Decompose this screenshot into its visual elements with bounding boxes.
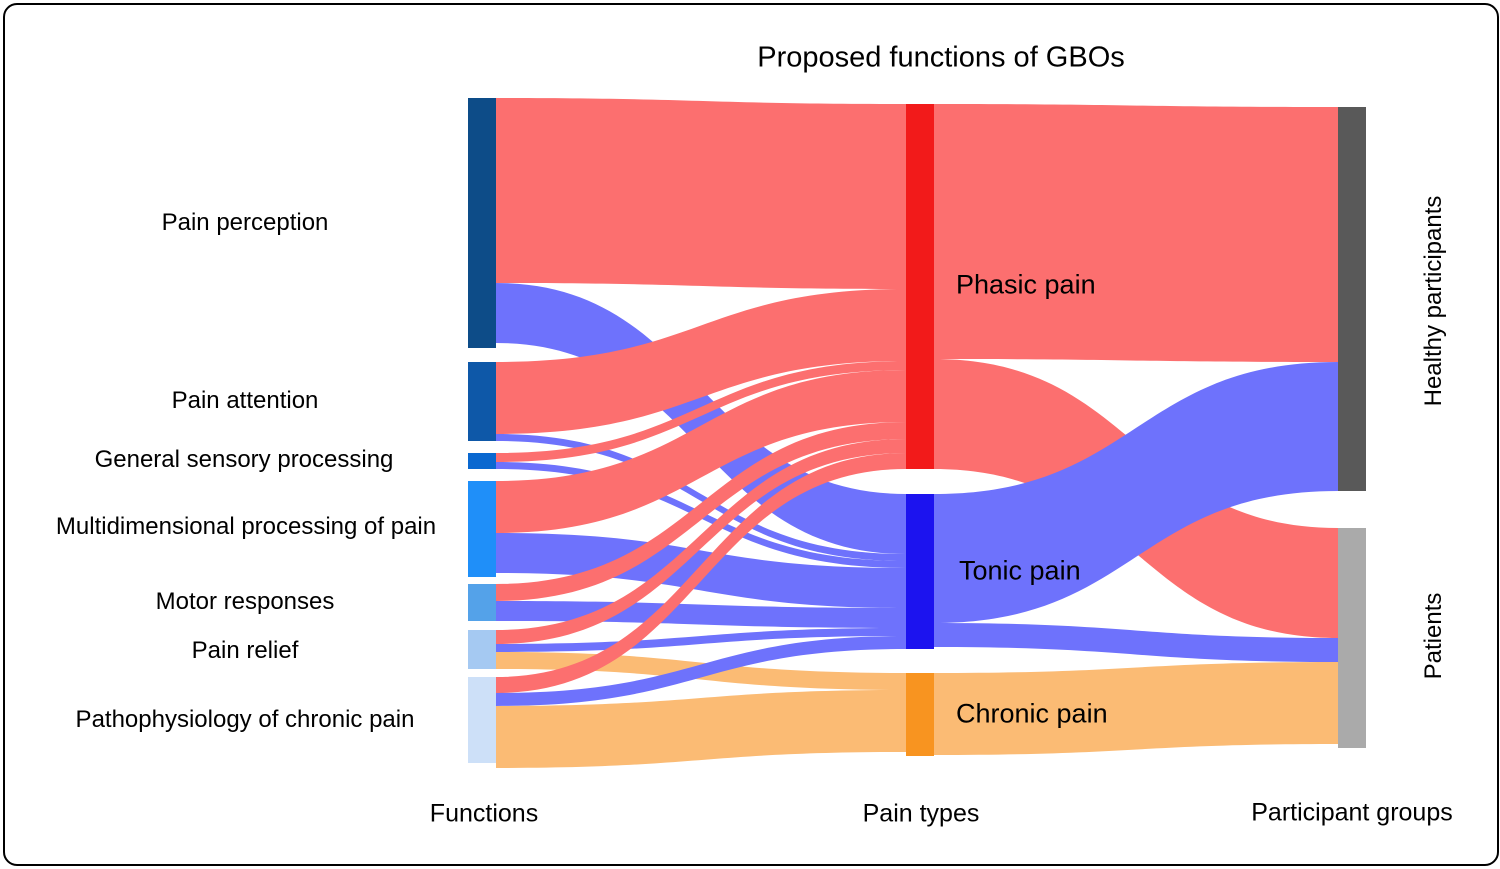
flow-relief-phasic[interactable] [496, 439, 906, 644]
sankey-stage: Proposed functions of GBOs Pain percepti… [5, 5, 1497, 864]
node-phasic[interactable] [906, 104, 934, 469]
node-label-general-sensory-processing: General sensory processing [94, 446, 394, 473]
flow-attention-tonic[interactable] [496, 434, 906, 561]
node-label-motor-responses: Motor responses [155, 588, 335, 615]
node-attention[interactable] [468, 362, 496, 441]
sankey-diagram [468, 98, 1366, 768]
flow-tonic-healthy[interactable] [934, 362, 1338, 623]
node-tonic[interactable] [906, 494, 934, 649]
node-label-phasic-pain: Phasic pain [956, 269, 1096, 300]
node-multidimensional[interactable] [468, 481, 496, 577]
chart-title: Proposed functions of GBOs [757, 41, 1125, 74]
node-chronic[interactable] [906, 673, 934, 756]
node-pathophysiology[interactable] [468, 677, 496, 763]
node-label-healthy-participants: Healthy participants [1420, 195, 1447, 407]
node-label-pain-attention: Pain attention [171, 387, 319, 414]
node-label-tonic-pain: Tonic pain [959, 555, 1081, 586]
flow-phasic-healthy[interactable] [934, 104, 1338, 362]
flow-pathophysiology-phasic[interactable] [496, 453, 906, 693]
node-label-multidimensional-processing: Multidimensional processing of pain [55, 513, 437, 540]
node-label-patients: Patients [1420, 592, 1447, 680]
column-label-functions: Functions [429, 799, 539, 828]
flow-attention-phasic[interactable] [496, 289, 906, 434]
column-label-pain-types: Pain types [862, 799, 980, 828]
flow-sensory-phasic[interactable] [496, 361, 906, 462]
column-label-participant-groups: Participant groups [1251, 798, 1453, 827]
figure-frame: Proposed functions of GBOs Pain percepti… [3, 3, 1499, 866]
node-label-pain-relief: Pain relief [191, 637, 299, 664]
flow-multidimensional-phasic[interactable] [496, 370, 906, 533]
flow-pathophysiology-tonic[interactable] [496, 636, 906, 706]
node-label-pain-perception: Pain perception [161, 209, 329, 236]
flow-chronic-patients[interactable] [934, 662, 1338, 755]
flow-relief-tonic[interactable] [496, 628, 906, 652]
flow-pathophysiology-chronic[interactable] [496, 690, 906, 768]
node-label-pathophysiology: Pathophysiology of chronic pain [75, 706, 415, 733]
node-perception[interactable] [468, 98, 496, 348]
flow-tonic-patients[interactable] [934, 623, 1338, 662]
node-healthy[interactable] [1338, 107, 1366, 491]
node-patients[interactable] [1338, 528, 1366, 748]
flow-motor-phasic[interactable] [496, 422, 906, 601]
flow-perception-phasic[interactable] [496, 98, 906, 289]
node-label-chronic-pain: Chronic pain [956, 698, 1108, 729]
node-sensory[interactable] [468, 453, 496, 469]
node-relief[interactable] [468, 630, 496, 669]
node-motor[interactable] [468, 584, 496, 621]
